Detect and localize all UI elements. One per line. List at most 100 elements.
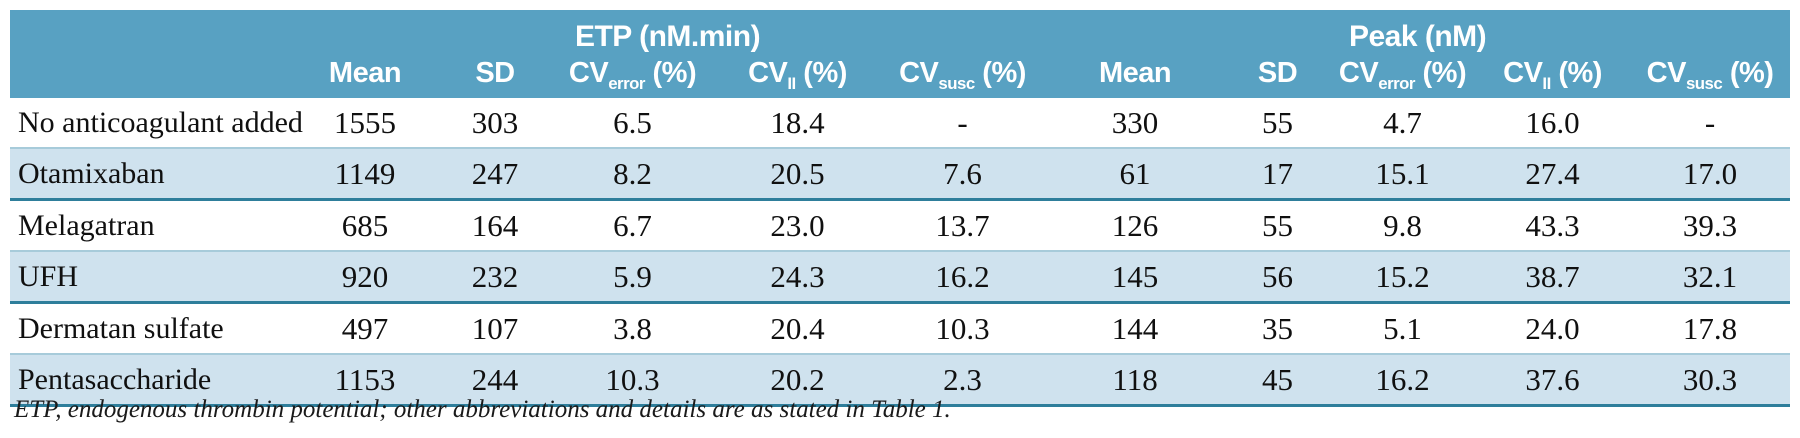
- col-header-text: SD: [475, 56, 515, 89]
- table-row: Pentasaccharide 1153 244 10.3 20.2 2.3 118 45 16…: [10, 353, 1791, 407]
- col-header-text: CV: [748, 56, 788, 89]
- col-header-peak-cvii: CVII (%): [1475, 54, 1631, 98]
- value-cell: 2.3: [880, 353, 1046, 407]
- col-header-text: Mean: [1098, 56, 1172, 89]
- value-cell: 164: [471, 207, 519, 243]
- row-label-cell: UFH: [10, 250, 290, 304]
- value-cell: 55: [1262, 104, 1294, 140]
- row-label-cell: Otamixaban: [10, 147, 290, 201]
- column-header-row: Mean SD CVerror (%) CVII (%) CVsusc (%) Mean S…: [10, 54, 1791, 98]
- col-header-text: CV: [1646, 56, 1687, 89]
- col-header-peak-sd: SD: [1225, 54, 1331, 98]
- value-cell: 145: [1045, 250, 1226, 304]
- value-cell: 1149: [290, 147, 440, 201]
- value-cell: 55: [1262, 207, 1294, 243]
- col-header-suffix: (%): [644, 56, 697, 89]
- table-row: UFH 920 232 5.9 24.3 16.2 145 56 15.2 38.7 32.1: [10, 250, 1791, 304]
- col-header-suffix: (%): [1550, 56, 1602, 89]
- value-cell: 35: [1262, 310, 1294, 346]
- results-table: ETP (nM.min) Peak (nM) Mean SD CVerror (%)…: [10, 10, 1791, 407]
- value-cell: 497: [341, 310, 389, 346]
- value-cell: 39.3: [1682, 207, 1738, 243]
- col-header-etp-cverror: CVerror (%): [550, 54, 715, 98]
- col-header-suffix: (%): [1414, 56, 1467, 89]
- table-body: No anticoagulant added 1555 303 6.5 18.4 - 330…: [10, 98, 1791, 407]
- value-cell: 32.1: [1630, 250, 1791, 304]
- col-header-suffix: (%): [795, 56, 847, 89]
- value-cell: 10.3: [550, 353, 715, 407]
- value-cell: 4.7: [1383, 104, 1422, 140]
- results-table-container: ETP (nM.min) Peak (nM) Mean SD CVerror (%)…: [10, 10, 1791, 407]
- value-cell: 18.4: [770, 104, 825, 140]
- group-header-row: ETP (nM.min) Peak (nM): [10, 10, 1791, 98]
- col-header-etp-sd: SD: [440, 54, 550, 98]
- value-cell: 15.2: [1330, 250, 1476, 304]
- etp-group-header: ETP (nM.min): [290, 10, 1046, 54]
- value-cell: 6.5: [613, 104, 652, 140]
- col-header-text: Mean: [328, 56, 402, 89]
- value-cell: 1555: [334, 104, 396, 140]
- row-label-cell: Dermatan sulfate: [18, 311, 224, 345]
- value-cell: 61: [1045, 147, 1226, 201]
- value-cell: 16.2: [1330, 353, 1476, 407]
- value-cell: 920: [290, 250, 440, 304]
- col-header-subscript: error: [1378, 73, 1415, 93]
- value-cell: -: [957, 104, 968, 140]
- col-header-text: CV: [568, 56, 609, 89]
- row-label-cell: Pentasaccharide: [10, 353, 290, 407]
- value-cell: 126: [1111, 207, 1159, 243]
- value-cell: 10.3: [935, 310, 990, 346]
- col-header-text: CV: [1338, 56, 1379, 89]
- col-header-subscript: II: [787, 73, 796, 93]
- value-cell: 8.2: [550, 147, 715, 201]
- value-cell: 20.5: [715, 147, 880, 201]
- table-row: Otamixaban 1149 247 8.2 20.5 7.6 61 17 15.1 27.4 1…: [10, 147, 1791, 201]
- col-header-etp-cvsusc: CVsusc (%): [880, 54, 1046, 98]
- value-cell: 9.8: [1383, 207, 1422, 243]
- value-cell: 17.0: [1630, 147, 1791, 201]
- value-cell: 24.3: [715, 250, 880, 304]
- value-cell: 5.1: [1383, 310, 1422, 346]
- value-cell: 56: [1225, 250, 1331, 304]
- col-header-suffix: (%): [1722, 56, 1774, 89]
- table-row: Melagatran 685 164 6.7 23.0 13.7 126 55 9.8 43.3 3…: [10, 200, 1790, 252]
- col-header-etp-cvii: CVII (%): [715, 54, 880, 98]
- peak-group-header: Peak (nM): [1045, 10, 1791, 54]
- value-cell: 144: [1111, 310, 1159, 346]
- value-cell: 15.1: [1330, 147, 1476, 201]
- value-cell: 244: [440, 353, 550, 407]
- row-label-cell: Melagatran: [18, 208, 155, 242]
- value-cell: 107: [471, 310, 519, 346]
- value-cell: 37.6: [1475, 353, 1631, 407]
- value-cell: 303: [471, 104, 519, 140]
- col-header-peak-mean: Mean: [1045, 54, 1226, 98]
- value-cell: 330: [1111, 104, 1159, 140]
- corner-header-cell: [10, 10, 290, 98]
- value-cell: 17.8: [1682, 310, 1738, 346]
- footnote: ETP, endogenous thrombin potential; othe…: [14, 396, 951, 423]
- table-header: ETP (nM.min) Peak (nM) Mean SD CVerror (%)…: [10, 10, 1791, 98]
- value-cell: 45: [1225, 353, 1331, 407]
- value-cell: 232: [440, 250, 550, 304]
- value-cell: 43.3: [1525, 207, 1580, 243]
- value-cell: 7.6: [880, 147, 1046, 201]
- value-cell: -: [1704, 104, 1716, 140]
- table-row: No anticoagulant added 1555 303 6.5 18.4 - 330…: [10, 98, 1790, 148]
- col-header-text: CV: [899, 56, 939, 89]
- col-header-text: SD: [1257, 56, 1298, 89]
- col-header-peak-cvsusc: CVsusc (%): [1630, 54, 1791, 98]
- value-cell: 23.0: [770, 207, 825, 243]
- value-cell: 16.2: [880, 250, 1046, 304]
- col-header-etp-mean: Mean: [290, 54, 440, 98]
- col-header-subscript: error: [608, 73, 645, 93]
- value-cell: 38.7: [1475, 250, 1631, 304]
- col-header-text: CV: [1503, 56, 1543, 89]
- value-cell: 1153: [290, 353, 440, 407]
- value-cell: 20.4: [770, 310, 825, 346]
- value-cell: 118: [1045, 353, 1226, 407]
- col-header-subscript: susc: [1685, 73, 1723, 93]
- col-header-peak-cverror: CVerror (%): [1330, 54, 1476, 98]
- value-cell: 27.4: [1475, 147, 1631, 201]
- col-header-suffix: (%): [974, 56, 1026, 89]
- table-row: Dermatan sulfate 497 107 3.8 20.4 10.3 144 35 5.…: [10, 303, 1790, 355]
